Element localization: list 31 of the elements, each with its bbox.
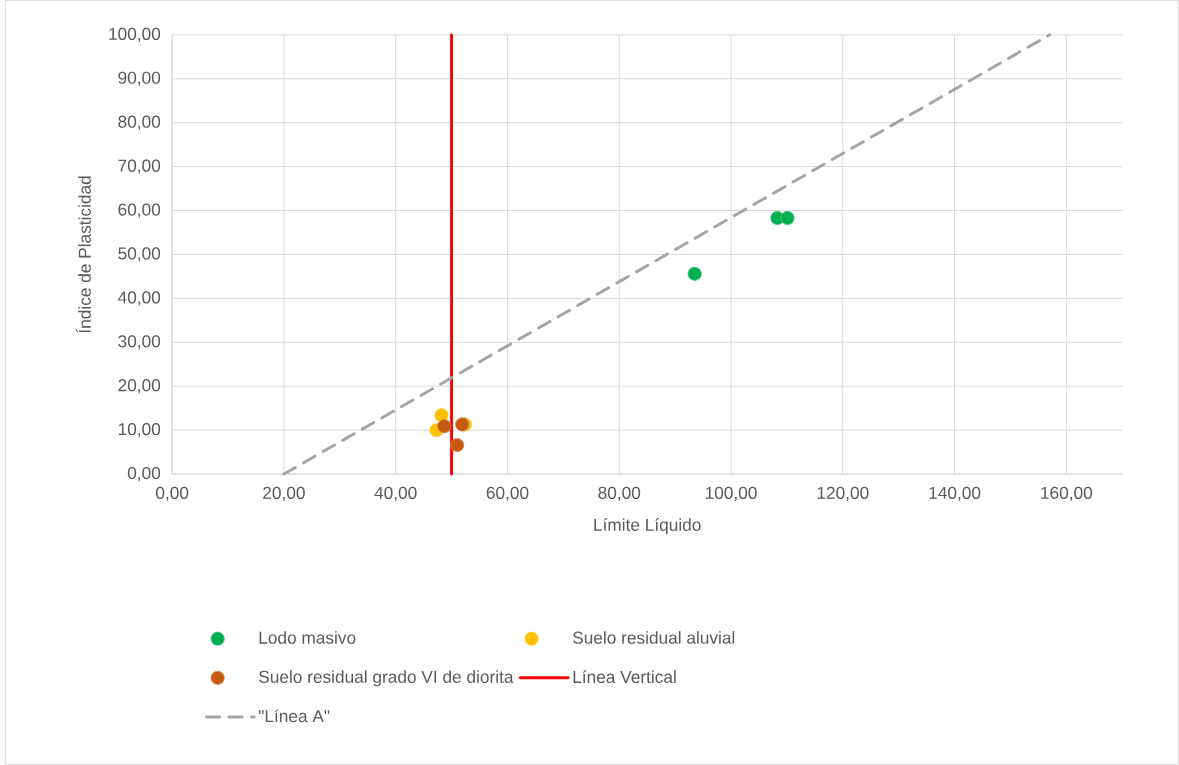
y-tick-label: 40,00 bbox=[117, 291, 161, 306]
y-tick-label: 0,00 bbox=[127, 466, 161, 482]
legend-label: "Línea A" bbox=[258, 709, 330, 723]
y-tick-label: 10,00 bbox=[118, 423, 161, 438]
x-tick-label: 160,00 bbox=[1041, 486, 1093, 502]
y-tick-label: 80,00 bbox=[118, 115, 161, 130]
legend-label: Lodo masivo bbox=[259, 631, 356, 644]
y-tick-label: 70,00 bbox=[118, 159, 161, 174]
point bbox=[437, 419, 452, 434]
y-tick-label: 100,00 bbox=[109, 27, 161, 43]
point bbox=[780, 211, 795, 226]
x-tick-label: 100,00 bbox=[705, 486, 757, 502]
y-tick-label: 90,00 bbox=[118, 71, 161, 86]
y-axis-title: Índice de Plasticidad bbox=[75, 176, 91, 333]
x-tick-label: 80,00 bbox=[598, 486, 641, 502]
legend-label: Suelo residual aluvial bbox=[573, 631, 735, 644]
y-tick-label: 20,00 bbox=[118, 379, 161, 394]
y-tick-label: 50,00 bbox=[118, 247, 161, 262]
legend-label: Línea Vertical bbox=[573, 670, 676, 684]
x-tick-label: 20,00 bbox=[263, 486, 305, 502]
x-tick-label: 120,00 bbox=[817, 486, 869, 502]
x-axis-title: Límite Líquido bbox=[594, 518, 701, 535]
x-tick-label: 40,00 bbox=[374, 486, 417, 502]
legend-label: Suelo residual grado VI de diorita bbox=[259, 670, 514, 687]
x-tick-label: 140,00 bbox=[929, 486, 981, 502]
point bbox=[687, 266, 702, 281]
point bbox=[450, 438, 465, 453]
x-tick-label: 0,00 bbox=[155, 486, 189, 502]
y-tick-label: 60,00 bbox=[118, 203, 161, 218]
x-tick-label: 60,00 bbox=[486, 486, 529, 502]
y-tick-label: 30,00 bbox=[118, 335, 161, 350]
